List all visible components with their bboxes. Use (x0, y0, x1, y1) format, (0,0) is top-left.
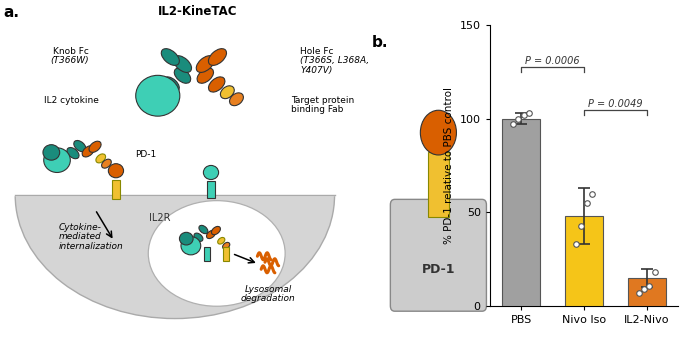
Ellipse shape (74, 140, 86, 152)
Text: Y407V): Y407V) (300, 66, 333, 75)
Circle shape (203, 165, 219, 180)
Text: Hole Fc: Hole Fc (300, 46, 334, 56)
Point (571, 241, 582, 247)
Circle shape (108, 164, 123, 178)
Text: binding Fab: binding Fab (291, 105, 343, 114)
Ellipse shape (89, 141, 101, 152)
Text: IL2 cytokine: IL2 cytokine (44, 96, 99, 105)
Circle shape (421, 110, 456, 155)
Bar (428, 152, 449, 218)
Ellipse shape (208, 77, 225, 92)
Circle shape (136, 75, 180, 116)
Ellipse shape (173, 56, 192, 73)
Text: P = 0.0049: P = 0.0049 (588, 99, 643, 109)
Circle shape (44, 148, 71, 172)
Text: mediated: mediated (59, 232, 101, 241)
Circle shape (179, 232, 193, 245)
Text: b.: b. (371, 35, 388, 50)
Text: IL2R: IL2R (149, 213, 171, 223)
Ellipse shape (96, 154, 105, 163)
Point (581, 200, 592, 206)
Circle shape (181, 237, 201, 255)
Ellipse shape (212, 226, 221, 235)
Text: degradation: degradation (240, 294, 295, 303)
Ellipse shape (161, 49, 179, 65)
Ellipse shape (199, 225, 208, 234)
Ellipse shape (223, 243, 229, 249)
Text: (T366S, L368A,: (T366S, L368A, (300, 56, 369, 65)
Text: PD-1: PD-1 (422, 263, 455, 276)
Bar (565, 216, 603, 306)
Ellipse shape (148, 201, 285, 306)
Text: Cytokine-: Cytokine- (59, 222, 102, 232)
Text: P = 0.0006: P = 0.0006 (525, 56, 580, 66)
Point (519, 112, 530, 118)
Text: (T366W): (T366W) (51, 56, 89, 65)
Ellipse shape (206, 230, 216, 239)
Ellipse shape (229, 93, 243, 106)
Text: IL2-KineTAC: IL2-KineTAC (158, 5, 238, 18)
Point (513, 116, 524, 121)
Ellipse shape (218, 238, 225, 244)
Ellipse shape (221, 86, 234, 99)
Point (638, 287, 649, 292)
Text: Target protein: Target protein (291, 96, 354, 105)
FancyBboxPatch shape (390, 199, 486, 311)
Bar (628, 278, 666, 306)
Ellipse shape (82, 146, 95, 157)
Bar (204, 247, 210, 261)
Bar (223, 247, 229, 261)
Text: PD-1: PD-1 (135, 150, 156, 159)
Y-axis label: % PD-1 relative to PBS control: % PD-1 relative to PBS control (444, 87, 454, 244)
Ellipse shape (101, 159, 111, 168)
Ellipse shape (67, 147, 79, 159)
Ellipse shape (163, 77, 179, 92)
Point (633, 290, 644, 296)
Ellipse shape (194, 233, 203, 241)
Point (586, 191, 597, 196)
Point (524, 110, 535, 116)
Ellipse shape (15, 72, 334, 319)
Text: internalization: internalization (59, 241, 124, 251)
Bar (502, 119, 540, 306)
Text: Knob Fc: Knob Fc (53, 46, 89, 56)
Ellipse shape (208, 49, 227, 65)
Bar (207, 181, 215, 198)
Circle shape (43, 145, 60, 160)
Bar (112, 180, 120, 199)
Point (508, 121, 519, 127)
Ellipse shape (174, 68, 190, 83)
Point (649, 270, 660, 275)
Text: Lysosomal: Lysosomal (245, 285, 292, 294)
Ellipse shape (197, 68, 214, 83)
Point (576, 223, 587, 228)
Ellipse shape (197, 56, 214, 73)
Point (644, 283, 655, 288)
Text: a.: a. (4, 5, 20, 20)
